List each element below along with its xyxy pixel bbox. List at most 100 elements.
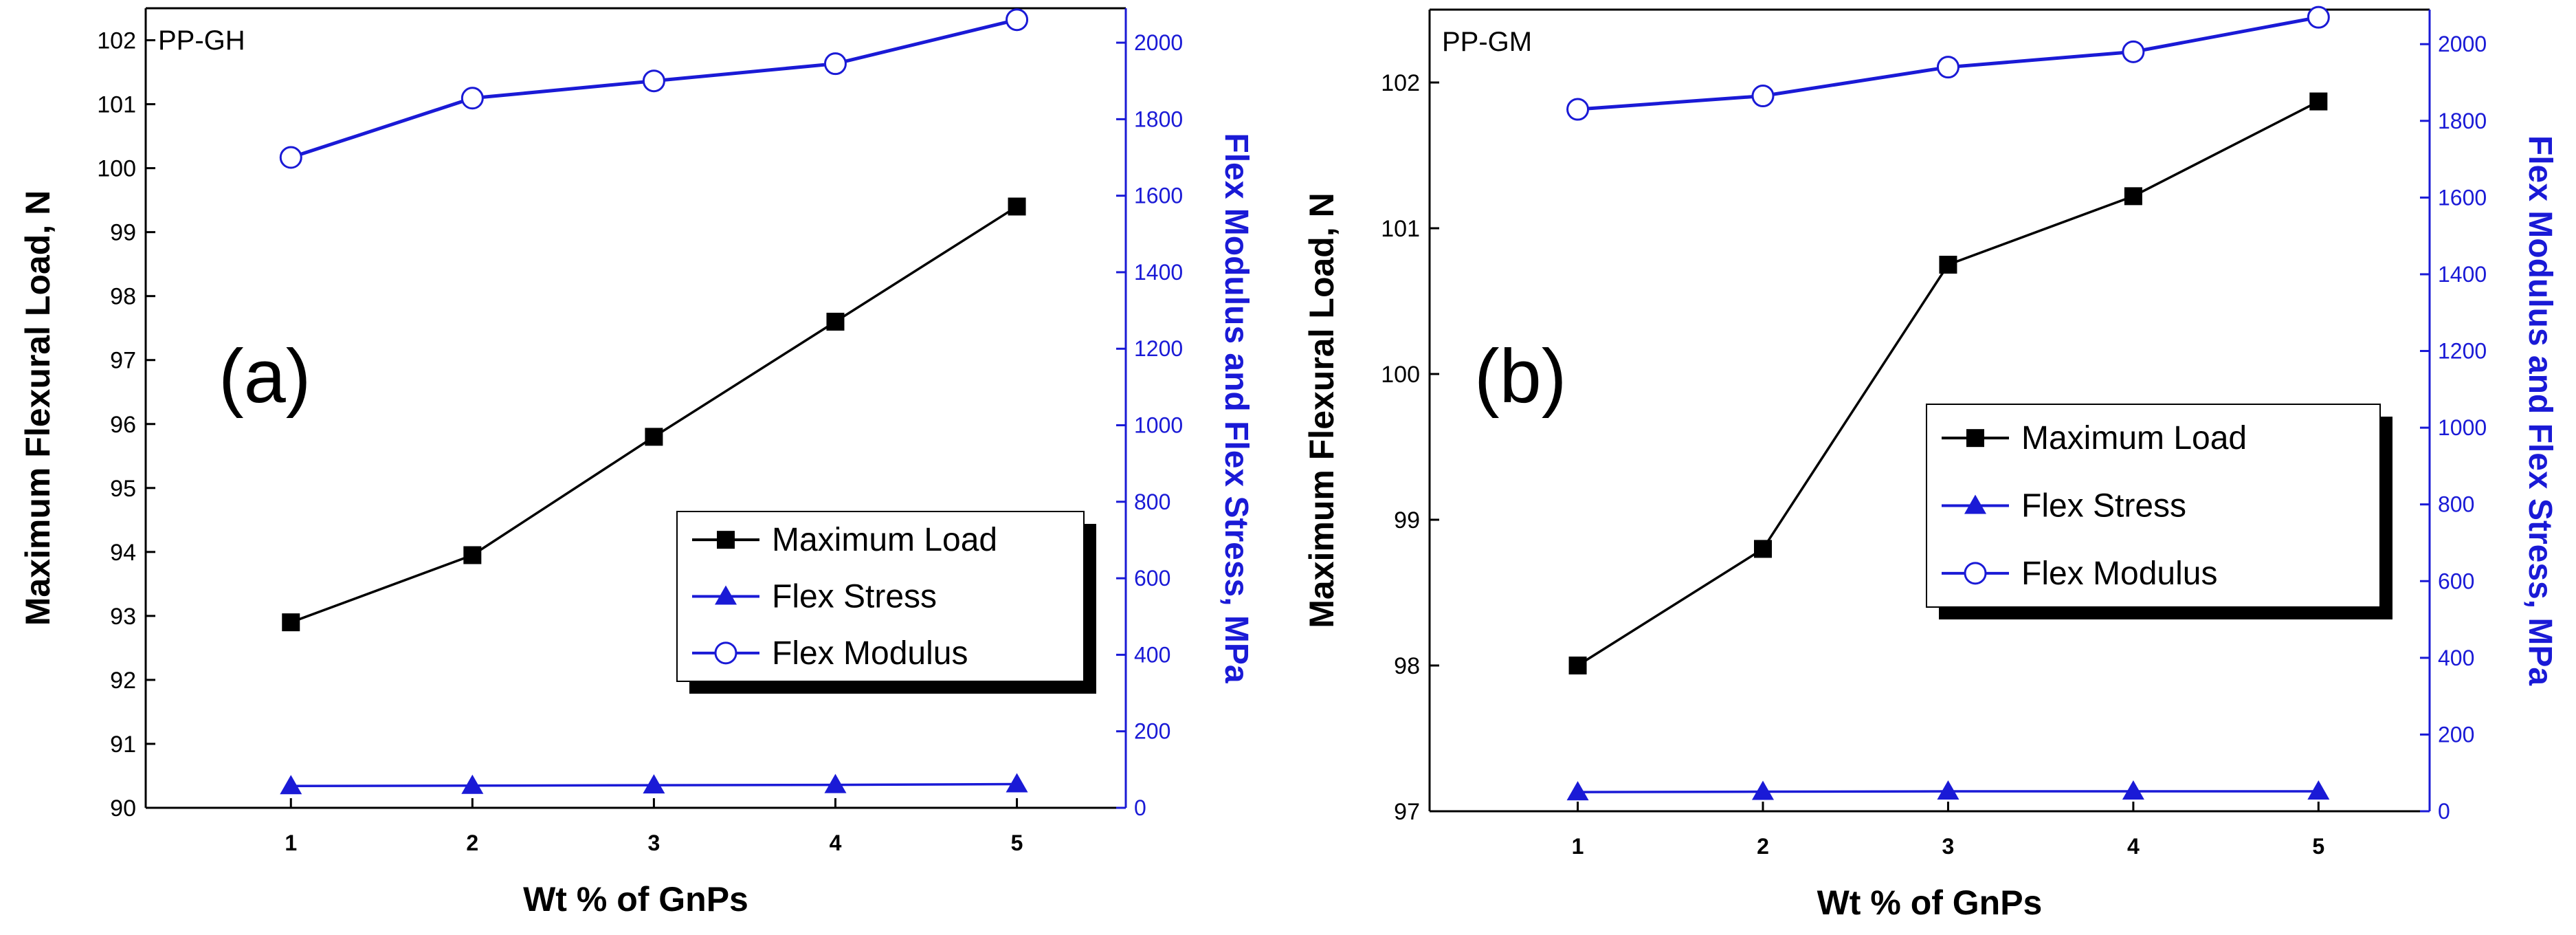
right-tick-label: 400: [1134, 642, 1170, 667]
data-point-triangle: [824, 773, 847, 793]
data-point-triangle: [1752, 780, 1774, 800]
left-tick-label: 92: [110, 668, 136, 694]
x-tick-label: 2: [1757, 834, 1769, 859]
legend-label: Flex Stress: [772, 579, 937, 615]
left-axis-title: Maximum Flexural Load, N: [19, 190, 57, 626]
right-tick-label: 1800: [1134, 107, 1183, 131]
right-tick-label: 200: [2438, 722, 2474, 747]
left-tick-label: 97: [110, 348, 136, 374]
left-tick-label: 90: [110, 795, 136, 822]
right-axis-title: Flex Modulus and Flex Stress, MPa: [2522, 135, 2558, 686]
legend-marker-triangle: [1964, 494, 1986, 514]
data-point-triangle: [1006, 773, 1028, 793]
left-tick-label: 94: [110, 540, 136, 566]
legend-label: Maximum Load: [2021, 420, 2247, 456]
left-tick-label: 100: [1381, 362, 1420, 388]
left-tick-label: 96: [110, 412, 136, 438]
data-point-square: [1939, 256, 1957, 274]
right-tick-label: 1200: [1134, 336, 1183, 361]
data-point-circle: [1566, 98, 1590, 121]
legend-label: Flex Modulus: [772, 635, 968, 672]
right-tick-label: 0: [1134, 795, 1146, 820]
legend-label: Flex Modulus: [2021, 556, 2217, 592]
data-point-circle: [279, 146, 302, 169]
x-tick-label: 4: [830, 830, 842, 855]
right-tick-label: 600: [2438, 569, 2474, 593]
left-tick-label: 102: [97, 28, 136, 54]
x-tick-label: 2: [466, 830, 478, 855]
data-point-triangle: [1566, 781, 1589, 801]
x-tick-label: 1: [1572, 834, 1584, 859]
x-axis-title: Wt % of GnPs: [523, 880, 748, 918]
panel-tag: PP-GM: [1442, 27, 1532, 57]
data-point-square: [2309, 92, 2328, 111]
right-tick-label: 1000: [2438, 415, 2487, 440]
data-point-triangle: [461, 774, 484, 794]
data-point-triangle: [280, 775, 302, 795]
x-axis-title: Wt % of GnPs: [1817, 883, 2043, 922]
data-point-square: [1568, 657, 1587, 674]
right-tick-label: 600: [1134, 566, 1170, 591]
x-tick-label: 5: [2312, 834, 2324, 859]
data-point-triangle: [1937, 780, 1959, 800]
data-point-circle: [1006, 8, 1029, 32]
legend-marker-square: [717, 531, 735, 549]
right-tick-label: 200: [1134, 719, 1170, 744]
left-tick-label: 98: [1394, 653, 1420, 679]
x-tick-label: 4: [2127, 834, 2140, 859]
right-axis-title: Flex Modulus and Flex Stress, MPa: [1218, 133, 1254, 683]
left-tick-label: 99: [1394, 507, 1420, 534]
data-point-triangle: [2307, 780, 2330, 800]
data-point-triangle: [2122, 780, 2144, 800]
x-tick-label: 3: [648, 830, 660, 855]
legend-marker-triangle: [715, 585, 737, 605]
left-tick-label: 99: [110, 220, 136, 246]
right-tick-label: 2000: [2438, 32, 2487, 56]
right-tick-label: 1600: [2438, 185, 2487, 210]
left-tick-label: 101: [1381, 216, 1420, 242]
legend-label: Maximum Load: [772, 522, 997, 558]
panel-b: 97 98 99 100 101 102 0 200 400 600 800 1000 1200 1400…: [1302, 6, 2558, 922]
data-point-square: [1754, 540, 1772, 558]
right-tick-label: 400: [2438, 646, 2474, 670]
right-tick-label: 2000: [1134, 30, 1183, 55]
panel-letter: (a): [219, 334, 311, 419]
data-point-circle: [2122, 40, 2145, 63]
legend-marker-circle: [1964, 562, 1987, 585]
data-point-circle: [642, 69, 665, 93]
panel-letter: (b): [1474, 334, 1566, 419]
left-tick-label: 101: [97, 92, 136, 118]
data-point-square: [282, 613, 300, 632]
left-tick-label: 91: [110, 732, 136, 758]
data-point-circle: [823, 52, 847, 76]
x-tick-label: 3: [1942, 834, 1955, 859]
right-tick-label: 1800: [2438, 109, 2487, 133]
legend-marker-circle: [714, 641, 737, 665]
data-point-square: [645, 428, 663, 446]
left-tick-label: 95: [110, 476, 136, 502]
data-point-circle: [2307, 6, 2330, 29]
legend-label: Flex Stress: [2021, 488, 2186, 525]
right-tick-label: 1600: [1134, 184, 1183, 208]
data-point-circle: [1751, 85, 1775, 108]
left-tick-label: 97: [1394, 799, 1420, 825]
right-tick-label: 0: [2438, 799, 2450, 824]
data-point-square: [463, 546, 482, 564]
left-tick-label: 100: [97, 156, 136, 182]
data-point-square: [1008, 197, 1026, 216]
data-point-square: [2124, 187, 2142, 206]
right-tick-label: 800: [1134, 490, 1170, 514]
right-tick-label: 1000: [1134, 413, 1183, 438]
left-tick-label: 98: [110, 284, 136, 310]
left-tick-label: 102: [1381, 70, 1420, 96]
x-tick-label: 1: [285, 830, 297, 855]
legend-marker-square: [1966, 429, 1984, 448]
right-tick-label: 1200: [2438, 339, 2487, 364]
right-tick-label: 1400: [1134, 260, 1183, 285]
left-axis-title: Maximum Flexural Load, N: [1302, 192, 1341, 628]
data-point-circle: [1936, 56, 1959, 79]
x-tick-label: 5: [1011, 830, 1023, 855]
data-point-circle: [460, 87, 484, 110]
data-point-square: [826, 312, 845, 331]
